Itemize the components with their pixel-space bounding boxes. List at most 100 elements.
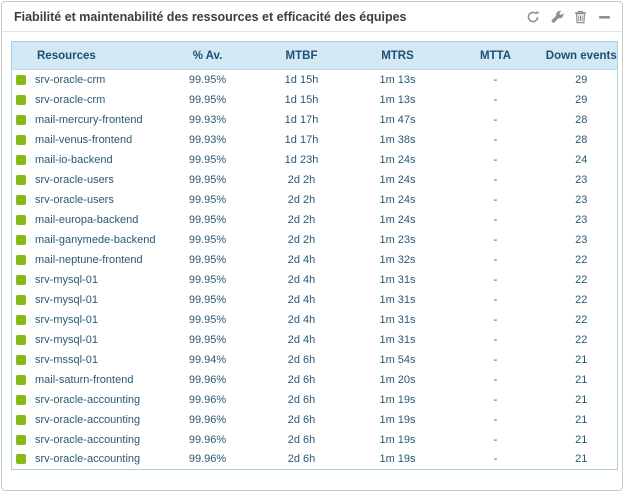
mtbf-cell: 2d 4h	[253, 309, 350, 330]
availability-cell: 99.95%	[161, 189, 254, 210]
table-row: mail-venus-frontend 99.93% 1d 17h 1m 38s -28	[11, 129, 618, 150]
resource-name[interactable]: srv-mysql-01	[35, 273, 98, 286]
down-events-cell: 28	[545, 109, 618, 130]
status-ok-icon	[16, 154, 26, 165]
mtta-cell: -	[445, 249, 546, 270]
resource-cell: srv-oracle-accounting	[11, 389, 162, 410]
availability-cell: 99.96%	[161, 369, 254, 390]
resource-name[interactable]: srv-oracle-accounting	[35, 453, 141, 466]
resource-name[interactable]: srv-mysql-01	[35, 333, 98, 346]
resource-name[interactable]: srv-mysql-01	[35, 313, 98, 326]
table-row: srv-oracle-users 99.95% 2d 2h 1m 24s -23	[11, 189, 618, 210]
status-ok-icon	[16, 234, 26, 245]
table-row: mail-saturn-frontend 99.96% 2d 6h 1m 20s -21	[11, 369, 618, 390]
down-events-cell: 28	[545, 129, 618, 150]
table-row: srv-mysql-01 99.95% 2d 4h 1m 31s -22	[11, 289, 618, 310]
down-events-cell: 21	[545, 389, 618, 410]
mtbf-cell: 2d 6h	[253, 449, 350, 470]
availability-cell: 99.95%	[161, 269, 254, 290]
resource-name[interactable]: srv-oracle-accounting	[35, 433, 141, 446]
delete-button[interactable]	[573, 9, 588, 24]
mtbf-cell: 2d 6h	[253, 349, 350, 370]
resource-name[interactable]: mail-mercury-frontend	[35, 113, 143, 126]
mtbf-cell: 2d 2h	[253, 209, 350, 230]
mtbf-cell: 1d 17h	[253, 109, 350, 130]
down-events-cell: 23	[545, 189, 618, 210]
resource-cell: srv-oracle-accounting	[11, 409, 162, 430]
mtbf-cell: 2d 6h	[253, 429, 350, 450]
resource-cell: srv-oracle-crm	[11, 69, 162, 90]
settings-button[interactable]	[549, 9, 564, 24]
mtta-cell: -	[445, 309, 546, 330]
status-ok-icon	[16, 394, 26, 405]
table-body: srv-oracle-crm 99.95% 1d 15h 1m 13s -29 srv-o…	[11, 69, 618, 470]
minus-icon	[599, 15, 610, 19]
mtrs-cell: 1m 24s	[349, 209, 446, 230]
resource-name[interactable]: mail-venus-frontend	[35, 133, 133, 146]
down-events-cell: 22	[545, 329, 618, 350]
availability-cell: 99.95%	[161, 69, 254, 90]
down-events-cell: 23	[545, 209, 618, 230]
table-row: srv-oracle-accounting 99.96% 2d 6h 1m 19s -2…	[11, 429, 618, 450]
availability-cell: 99.96%	[161, 389, 254, 410]
resource-name[interactable]: srv-oracle-users	[35, 193, 114, 206]
status-ok-icon	[16, 434, 26, 445]
down-events-cell: 29	[545, 89, 618, 110]
resource-cell: mail-venus-frontend	[11, 129, 162, 150]
mtta-cell: -	[445, 389, 546, 410]
mtbf-cell: 2d 6h	[253, 369, 350, 390]
resource-name[interactable]: mail-io-backend	[35, 153, 113, 166]
mtrs-cell: 1m 19s	[349, 389, 446, 410]
collapse-button[interactable]	[597, 9, 612, 24]
resource-cell: srv-mysql-01	[11, 269, 162, 290]
resource-cell: mail-europa-backend	[11, 209, 162, 230]
resource-name[interactable]: mail-ganymede-backend	[35, 233, 156, 246]
availability-cell: 99.95%	[161, 89, 254, 110]
mtbf-cell: 2d 4h	[253, 289, 350, 310]
resource-name[interactable]: mail-saturn-frontend	[35, 373, 134, 386]
mtbf-cell: 2d 4h	[253, 249, 350, 270]
down-events-cell: 23	[545, 169, 618, 190]
column-header-down-events: Down events	[545, 41, 618, 70]
status-ok-icon	[16, 194, 26, 205]
mtrs-cell: 1m 54s	[349, 349, 446, 370]
down-events-cell: 23	[545, 229, 618, 250]
resource-name[interactable]: srv-oracle-crm	[35, 93, 106, 106]
mtrs-cell: 1m 19s	[349, 429, 446, 450]
status-ok-icon	[16, 354, 26, 365]
refresh-button[interactable]	[525, 9, 540, 24]
mtbf-cell: 1d 23h	[253, 149, 350, 170]
resource-name[interactable]: srv-oracle-accounting	[35, 393, 141, 406]
mtrs-cell: 1m 13s	[349, 69, 446, 90]
resource-name[interactable]: srv-oracle-users	[35, 173, 114, 186]
resource-name[interactable]: srv-oracle-crm	[35, 73, 106, 86]
column-header-mtta: MTTA	[445, 41, 546, 70]
down-events-cell: 22	[545, 289, 618, 310]
table-row: mail-europa-backend 99.95% 2d 2h 1m 24s -23	[11, 209, 618, 230]
status-ok-icon	[16, 454, 26, 465]
resource-cell: srv-mysql-01	[11, 289, 162, 310]
resource-name[interactable]: mail-europa-backend	[35, 213, 139, 226]
down-events-cell: 21	[545, 369, 618, 390]
availability-cell: 99.93%	[161, 129, 254, 150]
resource-name[interactable]: srv-mysql-01	[35, 293, 98, 306]
resource-name[interactable]: srv-mssql-01	[35, 353, 98, 366]
resource-cell: srv-oracle-users	[11, 169, 162, 190]
table-row: srv-oracle-crm 99.95% 1d 15h 1m 13s -29	[11, 89, 618, 110]
widget-body: Resources % Av. MTBF MTRS MTTA Down even…	[2, 32, 622, 470]
mtrs-cell: 1m 31s	[349, 329, 446, 350]
mtta-cell: -	[445, 429, 546, 450]
mtrs-cell: 1m 24s	[349, 149, 446, 170]
mtrs-cell: 1m 31s	[349, 309, 446, 330]
table-row: srv-oracle-accounting 99.96% 2d 6h 1m 19s -2…	[11, 449, 618, 470]
status-ok-icon	[16, 94, 26, 105]
availability-cell: 99.96%	[161, 429, 254, 450]
status-ok-icon	[16, 314, 26, 325]
mtta-cell: -	[445, 109, 546, 130]
column-header-resources: Resources	[11, 41, 162, 70]
availability-cell: 99.95%	[161, 289, 254, 310]
widget-header: Fiabilité et maintenabilité des ressourc…	[2, 2, 622, 32]
resource-name[interactable]: mail-neptune-frontend	[35, 253, 143, 266]
resource-name[interactable]: srv-oracle-accounting	[35, 413, 141, 426]
mtrs-cell: 1m 47s	[349, 109, 446, 130]
